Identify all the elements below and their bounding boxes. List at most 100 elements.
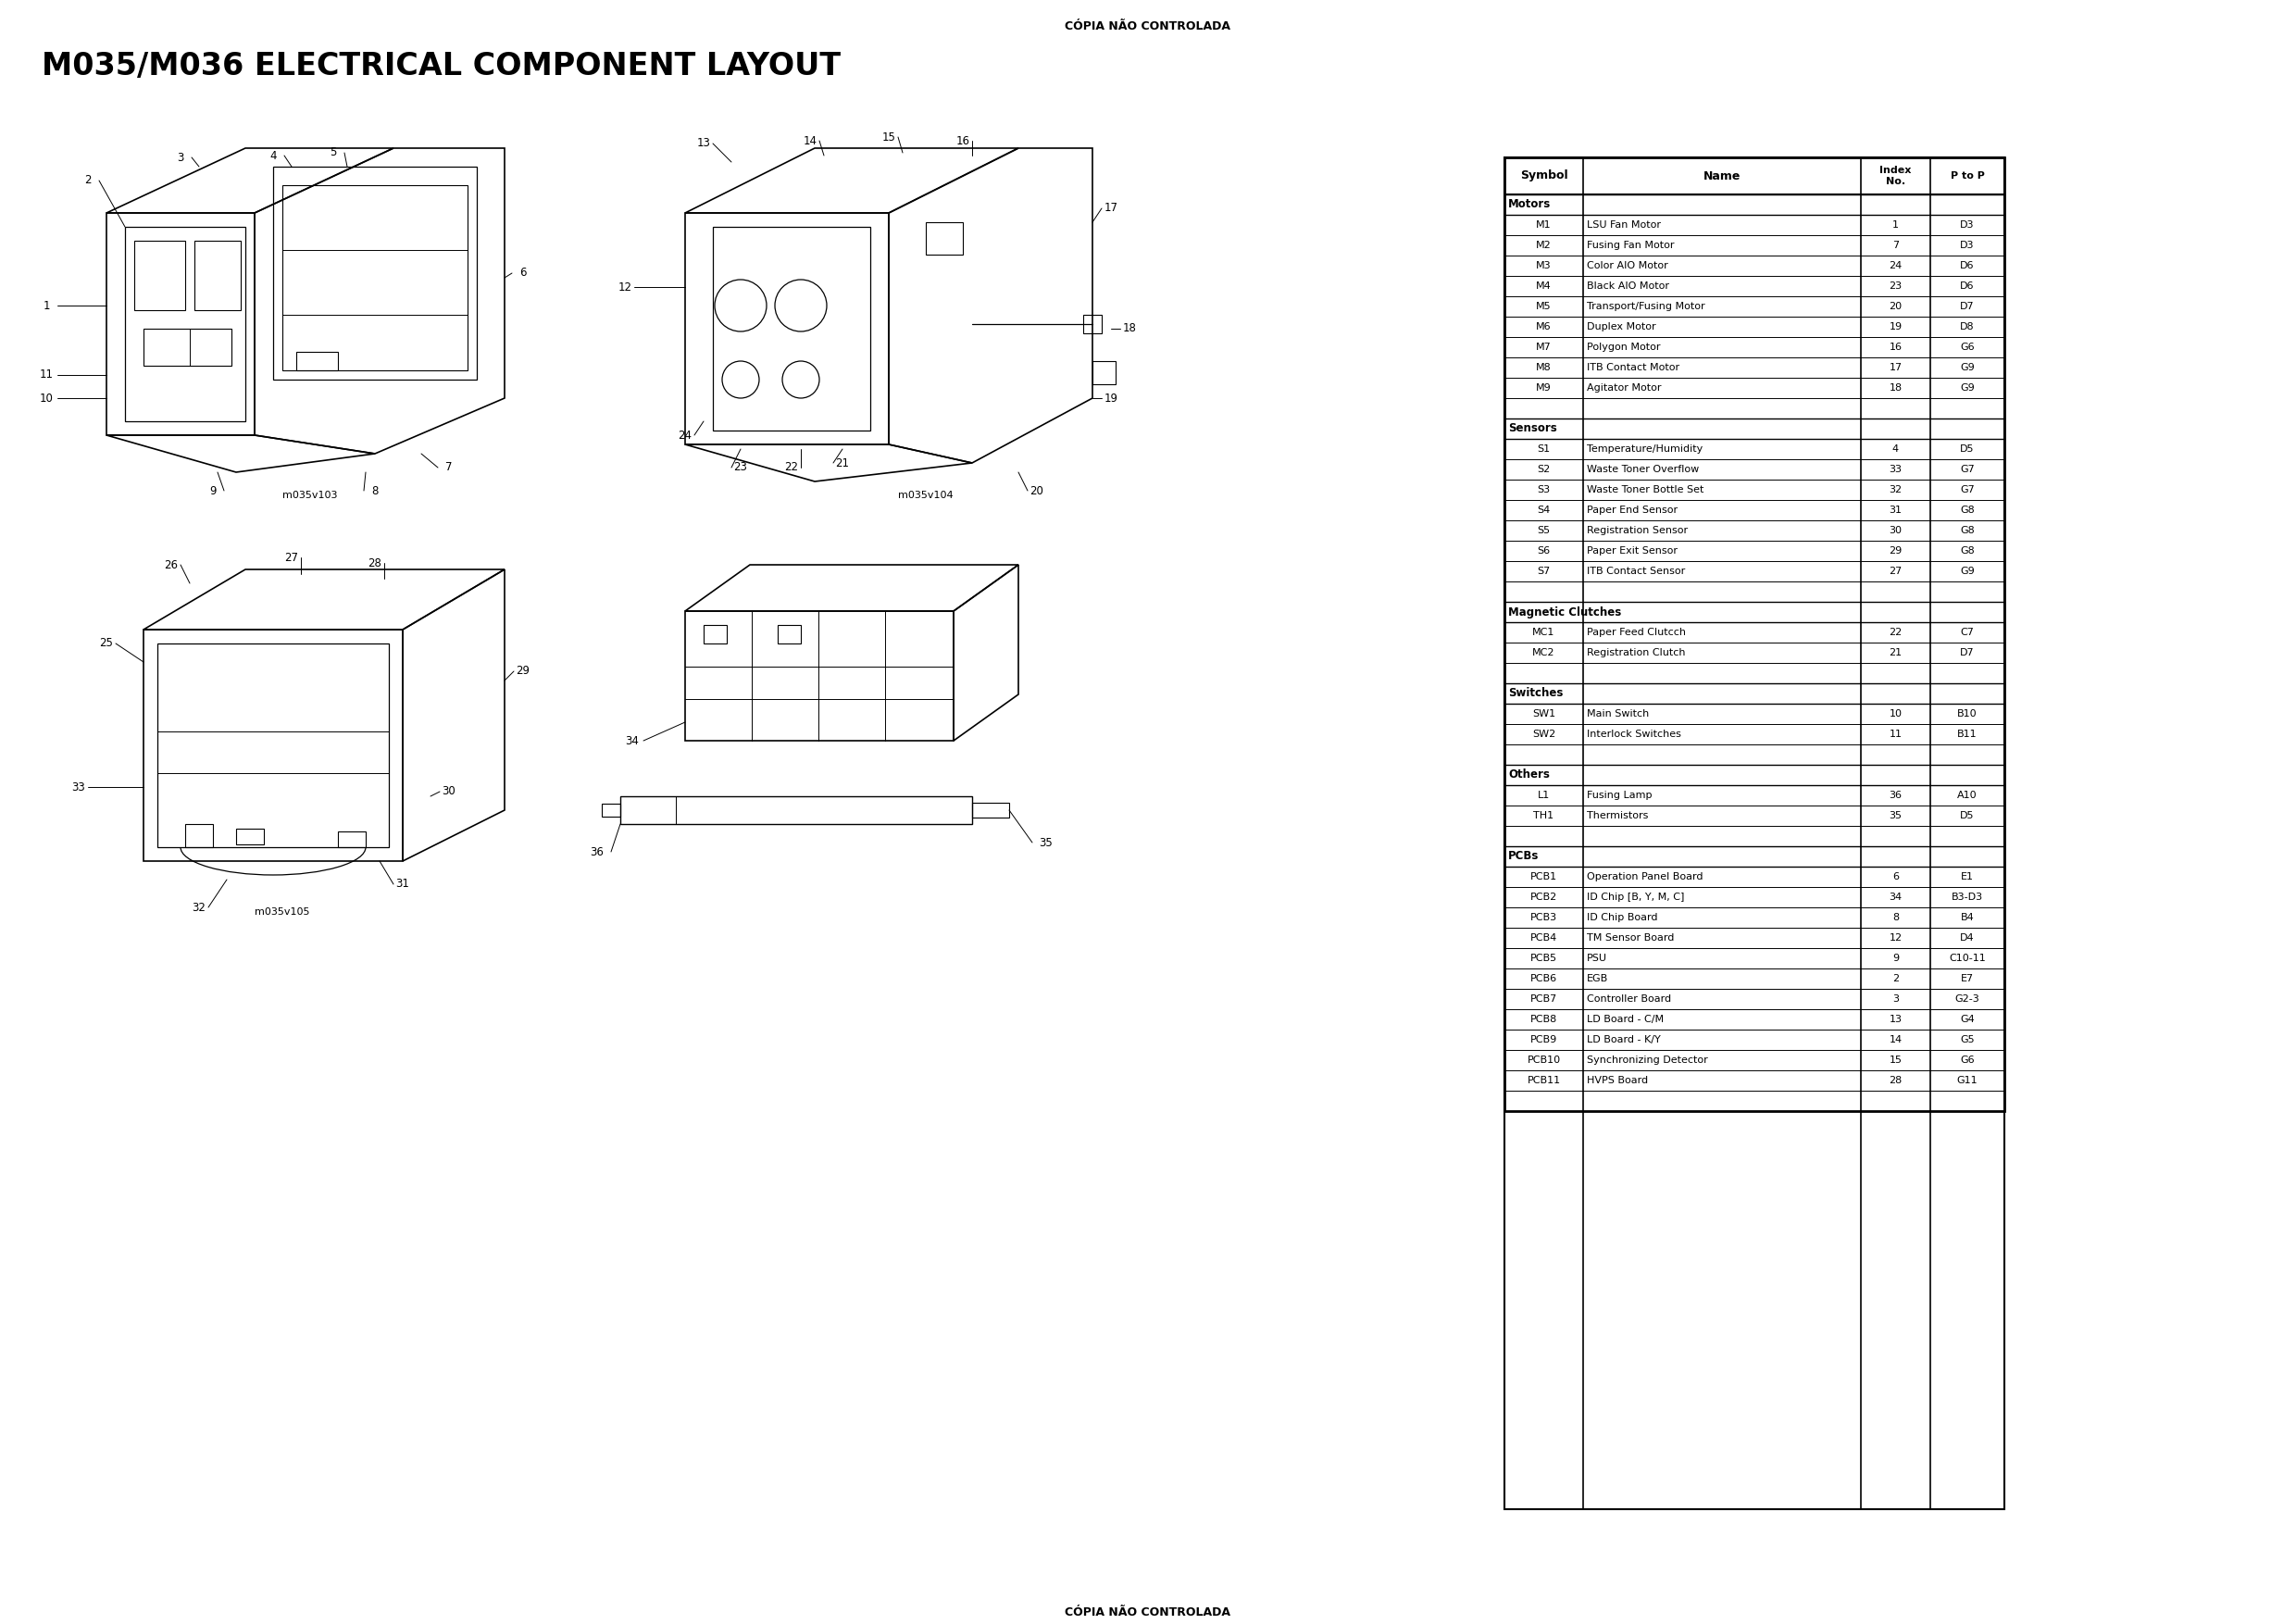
Text: ID Chip [B, Y, M, C]: ID Chip [B, Y, M, C] [1587,893,1685,901]
Text: Color AIO Motor: Color AIO Motor [1587,261,1669,270]
Text: 23: 23 [735,461,748,474]
Text: 20: 20 [1890,302,1901,312]
Text: PCB8: PCB8 [1529,1015,1557,1025]
Text: G6: G6 [1961,1056,1975,1065]
Text: S2: S2 [1538,464,1550,474]
Text: Temperature/Humidity: Temperature/Humidity [1587,445,1704,453]
Text: Paper Exit Sensor: Paper Exit Sensor [1587,546,1678,555]
Text: PCB7: PCB7 [1529,994,1557,1004]
Text: Others: Others [1508,768,1550,781]
Text: 15: 15 [882,132,895,143]
Text: PCB6: PCB6 [1531,974,1557,983]
Text: G4: G4 [1961,1015,1975,1025]
Text: CÓPIA NÃO CONTROLADA: CÓPIA NÃO CONTROLADA [1065,1606,1231,1619]
Text: m035v104: m035v104 [898,490,953,500]
Text: 14: 14 [1890,1034,1901,1044]
Text: 9: 9 [1892,953,1899,963]
Text: PCB3: PCB3 [1531,913,1557,922]
Text: Controller Board: Controller Board [1587,994,1671,1004]
Text: D3: D3 [1961,240,1975,250]
Text: 3: 3 [1892,994,1899,1004]
Text: TM Sensor Board: TM Sensor Board [1587,934,1674,942]
Text: S3: S3 [1538,486,1550,494]
Text: ITB Contact Sensor: ITB Contact Sensor [1587,567,1685,577]
Text: LSU Fan Motor: LSU Fan Motor [1587,221,1660,229]
Text: 15: 15 [1890,1056,1901,1065]
Text: MC2: MC2 [1531,648,1554,658]
Text: PCB11: PCB11 [1527,1075,1561,1085]
Text: G8: G8 [1961,505,1975,515]
Text: Agitator Motor: Agitator Motor [1587,383,1662,393]
Text: 33: 33 [71,781,85,793]
Text: 24: 24 [1890,261,1901,270]
Text: 21: 21 [1890,648,1901,658]
Text: 34: 34 [1890,893,1901,901]
Text: M9: M9 [1536,383,1552,393]
Text: EGB: EGB [1587,974,1609,983]
Text: E1: E1 [1961,872,1975,882]
Text: M4: M4 [1536,281,1552,291]
Text: Sensors: Sensors [1508,422,1557,435]
Text: 21: 21 [836,456,850,469]
Text: 22: 22 [785,461,799,474]
Text: Magnetic Clutches: Magnetic Clutches [1508,606,1621,619]
Text: 6: 6 [519,266,526,279]
Bar [1504,158,2004,1111]
Text: PCBs: PCBs [1508,851,1538,862]
Text: B3-D3: B3-D3 [1952,893,1984,901]
Text: 5: 5 [331,146,338,159]
Text: PSU: PSU [1587,953,1607,963]
Text: m035v103: m035v103 [282,490,338,500]
Text: D5: D5 [1961,810,1975,820]
Text: D3: D3 [1961,221,1975,229]
Text: 18: 18 [1123,323,1137,335]
Text: 10: 10 [39,391,53,404]
Text: G7: G7 [1961,464,1975,474]
Text: 11: 11 [1890,729,1901,739]
Text: 32: 32 [1890,486,1901,494]
Text: S1: S1 [1538,445,1550,453]
Text: 11: 11 [39,369,53,382]
Text: B10: B10 [1956,710,1977,718]
Text: D4: D4 [1961,934,1975,942]
Text: m035v105: m035v105 [255,908,310,916]
Text: 18: 18 [1890,383,1901,393]
Text: 28: 28 [1890,1075,1901,1085]
Text: 26: 26 [165,559,179,570]
Text: 30: 30 [1890,526,1901,536]
Text: 36: 36 [590,846,604,857]
Bar [1504,158,2004,1509]
Text: 29: 29 [517,666,530,677]
Text: Name: Name [1704,171,1740,182]
Text: D8: D8 [1961,322,1975,331]
Text: Paper End Sensor: Paper End Sensor [1587,505,1678,515]
Text: Symbol: Symbol [1520,171,1568,182]
Text: 36: 36 [1890,791,1901,801]
Text: Registration Sensor: Registration Sensor [1587,526,1688,536]
Text: D5: D5 [1961,445,1975,453]
Text: L1: L1 [1538,791,1550,801]
Text: D6: D6 [1961,281,1975,291]
Text: 19: 19 [1890,322,1901,331]
Text: Switches: Switches [1508,687,1564,700]
Text: G9: G9 [1961,567,1975,577]
Text: 6: 6 [1892,872,1899,882]
Text: 2: 2 [85,174,92,187]
Text: G9: G9 [1961,362,1975,372]
Text: M2: M2 [1536,240,1552,250]
Text: G8: G8 [1961,526,1975,536]
Text: 31: 31 [395,879,409,890]
Text: 8: 8 [372,484,379,497]
Text: 8: 8 [1892,913,1899,922]
Text: ID Chip Board: ID Chip Board [1587,913,1658,922]
Text: Duplex Motor: Duplex Motor [1587,322,1655,331]
Text: D7: D7 [1961,302,1975,312]
Text: S4: S4 [1538,505,1550,515]
Text: 17: 17 [1890,362,1901,372]
Text: 22: 22 [1890,628,1901,637]
Text: G7: G7 [1961,486,1975,494]
Text: M6: M6 [1536,322,1552,331]
Text: Black AIO Motor: Black AIO Motor [1587,281,1669,291]
Text: 12: 12 [1890,934,1901,942]
Text: MC1: MC1 [1531,628,1554,637]
